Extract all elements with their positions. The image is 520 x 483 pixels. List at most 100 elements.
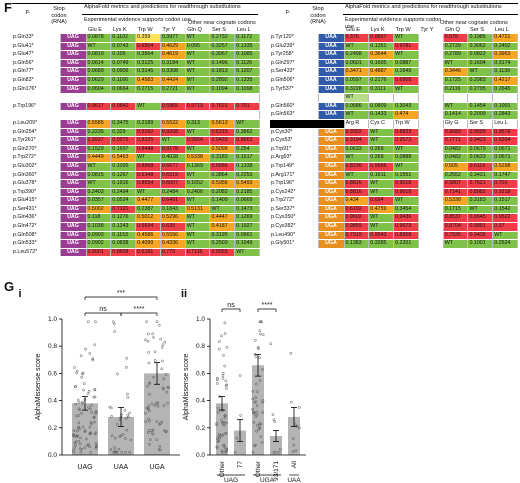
stop-codon-cell: UAA xyxy=(318,110,345,120)
chart-ii-data-point xyxy=(256,390,259,394)
chart-i-data-point xyxy=(160,420,164,424)
chart-i-data-point xyxy=(94,446,98,450)
variant-label: p.Cys242* xyxy=(270,188,319,198)
chart-ii-x-tick-label: 77 xyxy=(237,461,244,469)
score-cell: WT xyxy=(368,128,395,138)
score-cell: 0.2789 xyxy=(443,50,469,60)
chart-ii-data-point xyxy=(223,432,227,435)
chart-i-data-point xyxy=(153,359,157,362)
chart-ii-data-point xyxy=(256,424,259,427)
score-cell: 0.0809 xyxy=(368,102,395,112)
chart-i-data-point xyxy=(112,320,115,324)
score-cell: 0.4424 xyxy=(160,76,186,86)
chart-i-data-point xyxy=(94,431,98,435)
score-cell: 0.105 xyxy=(110,50,137,60)
variant-label: p.Leu209* xyxy=(12,119,61,129)
score-cell: 0.6491 xyxy=(160,196,186,206)
score-cell xyxy=(418,231,444,241)
score-cell xyxy=(418,196,444,206)
chart-ii-data-point xyxy=(279,447,282,451)
stop-codon-cell: UAG xyxy=(60,50,87,60)
score-cell: 0.0822 xyxy=(467,50,494,60)
score-cell: 0.8958 xyxy=(393,231,419,241)
chart-i-data-point xyxy=(151,332,155,336)
score-cell: 0.635 xyxy=(160,222,186,232)
chart-ii-data-point xyxy=(258,379,262,382)
score-cell: 0.4629 xyxy=(160,42,186,52)
score-cell: 0.2524 xyxy=(492,239,519,249)
score-cell: WT xyxy=(393,196,419,206)
variant-label: p.Gln563* xyxy=(270,110,319,120)
chart-ii-data-point xyxy=(216,410,220,414)
chart-ii-data-point xyxy=(220,421,224,425)
chart-ii-data-point xyxy=(225,383,229,387)
score-cell: 0.8448 xyxy=(135,145,161,155)
uga-subcol-1: Cys C xyxy=(368,119,395,129)
chart-i-data-point xyxy=(94,441,98,445)
chart-ii-data-point xyxy=(294,449,298,452)
score-cell: 0.3644 xyxy=(368,50,395,60)
chart-i-data-point xyxy=(110,414,113,418)
chart-ii-data-point xyxy=(297,406,301,409)
score-cell: 0.2739 xyxy=(443,42,469,52)
score-cell: 0.6519 xyxy=(160,171,186,181)
score-cell: 0.9178 xyxy=(160,145,186,155)
stop-codon-cell: UGA xyxy=(318,196,345,206)
score-cell: 0.3285 xyxy=(368,239,395,249)
score-cell: WT xyxy=(368,222,395,232)
chart-i-data-point xyxy=(124,417,128,420)
chart-ii-group-label: UAA xyxy=(287,477,301,483)
chart-ii-data-point xyxy=(222,423,226,427)
score-cell: 0.0614 xyxy=(86,59,112,69)
table-row: p.Trp91* UGA 0.0633 0.269 WT 0.0482 0.0679 0.06… xyxy=(270,145,519,155)
variant-label: p.Glu41* xyxy=(12,42,61,52)
stop-codon-cell: UAA xyxy=(318,59,345,69)
table-row: p.Glu302* UAG WT 0.1095 0.8968 0.6677 0.1369 0.… xyxy=(12,162,261,172)
right-subcol-1: Lys K xyxy=(370,27,385,33)
chart-ii-data-point xyxy=(260,441,264,444)
score-cell: WT xyxy=(443,59,469,69)
score-cell: 0.3183 xyxy=(467,196,494,206)
score-cell: 0.1153 xyxy=(110,231,137,241)
chart-ii-data-point xyxy=(291,450,295,453)
score-cell: 0.8968 xyxy=(135,162,161,172)
chart-ii-data-point xyxy=(225,346,229,349)
score-cell xyxy=(418,239,444,249)
chart-ii-data-point xyxy=(254,355,258,358)
chart-i-data-point xyxy=(115,423,119,426)
right-subcol-3: Tyr Y xyxy=(420,27,434,33)
left-subcol-0: Glu E xyxy=(88,27,102,33)
chart-ii-data-point xyxy=(216,382,219,385)
score-cell: 0.2552 xyxy=(443,171,469,181)
uga-subcol-3: Gly G xyxy=(443,119,469,129)
score-cell: 0.1454 xyxy=(467,102,494,112)
chart-i-data-point xyxy=(146,431,150,435)
score-cell: 0.1102 xyxy=(110,34,137,43)
table-row: p.Cys242* UGA 0.8816 WT 0.9018 0.7141 0.8982 0.… xyxy=(270,188,519,198)
chart-ii-data-point xyxy=(223,321,227,325)
chart-i-data-point xyxy=(162,387,165,391)
score-cell: 0.3145 xyxy=(135,67,161,77)
score-cell: 0.1166 xyxy=(110,76,137,86)
chart-ii-data-point xyxy=(221,433,224,437)
chart-ii-data-point xyxy=(218,436,221,440)
score-cell: 0.1001 xyxy=(467,239,494,249)
score-cell: 0.0601 xyxy=(344,59,370,69)
chart-i-data-point xyxy=(84,347,87,351)
stop-codon-cell: UGA xyxy=(318,145,345,155)
variant-label: p.Trp149* xyxy=(270,162,319,172)
chart-i-data-point xyxy=(124,450,127,454)
chart-ii-data-point xyxy=(252,420,256,424)
score-cell: 0.4759 xyxy=(368,205,395,215)
score-cell: 0.2983 xyxy=(467,76,494,86)
chart-ii-y-tick-label: 0.2 xyxy=(196,425,205,432)
score-cell: 0.2402 xyxy=(492,42,519,52)
chart-i-data-point xyxy=(158,445,162,448)
table-row: p.Gln270* UAG 0.1529 0.1697 0.8448 0.9178 WT 0.… xyxy=(12,145,261,155)
score-cell: 0.8663 xyxy=(234,136,261,146)
score-cell: WT xyxy=(135,102,161,112)
chart-i-data-point xyxy=(148,442,151,446)
score-cell: 0.7121 xyxy=(110,205,137,215)
score-cell: 0.6192 xyxy=(344,205,370,215)
chart-ii-data-point xyxy=(271,413,275,416)
